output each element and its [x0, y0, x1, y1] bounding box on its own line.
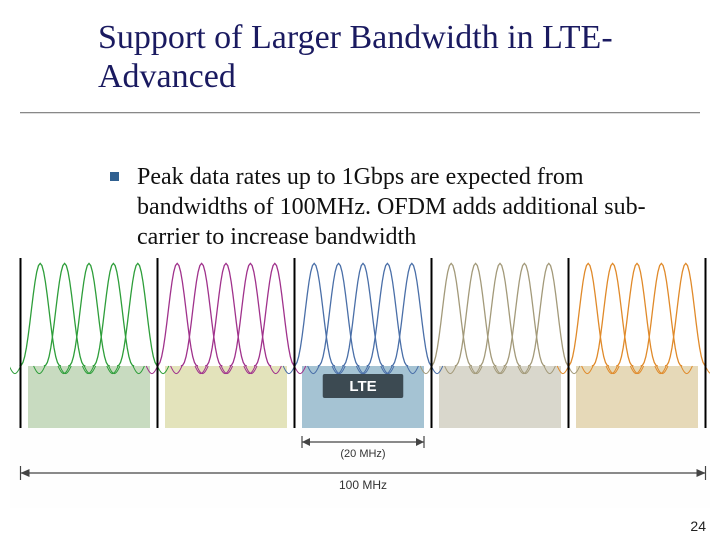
slide-title: Support of Larger Bandwidth in LTE-Advan… — [98, 18, 680, 96]
bullet-text: Peak data rates up to 1Gbps are expected… — [137, 162, 660, 252]
carrier-block — [28, 366, 150, 428]
lte-bandwidth-label: (20 MHz) — [340, 448, 385, 460]
bullet-item: Peak data rates up to 1Gbps are expected… — [110, 162, 660, 252]
ofdm-diagram: LTE (20 MHz) 100 MHz — [10, 258, 710, 508]
page-number: 24 — [690, 518, 706, 534]
carrier-block — [576, 366, 698, 428]
title-underline — [20, 112, 700, 113]
carrier-block — [439, 366, 561, 428]
carrier-block — [165, 366, 287, 428]
total-bandwidth-label: 100 MHz — [339, 478, 387, 492]
lte-label: LTE — [349, 378, 376, 395]
bullet-icon — [110, 172, 119, 181]
